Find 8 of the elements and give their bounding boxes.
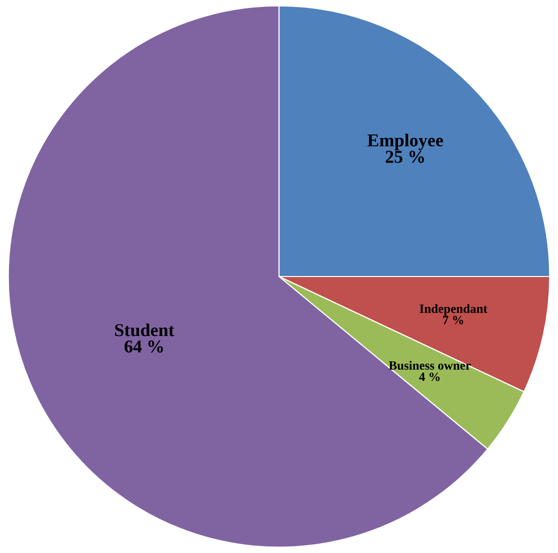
- slice-label: Independant: [420, 304, 488, 316]
- slice-label: Employee: [368, 134, 443, 150]
- data-label: 25 %: [386, 150, 424, 163]
- data-label: 4 %: [419, 372, 440, 382]
- data-label: 7 %: [443, 316, 464, 324]
- slice-label: Business owner: [388, 360, 471, 370]
- slice-label: Student: [115, 324, 174, 336]
- data-label: 64 %: [124, 340, 163, 353]
